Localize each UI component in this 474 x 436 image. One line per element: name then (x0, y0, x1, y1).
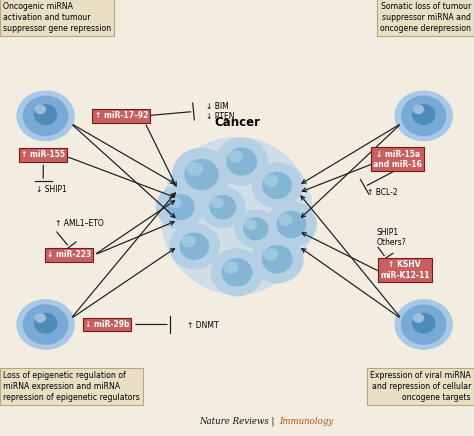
Text: ↓ SHIP1: ↓ SHIP1 (36, 185, 67, 194)
Ellipse shape (229, 151, 242, 162)
Text: ↓ BIM
↓ PTEN: ↓ BIM ↓ PTEN (206, 102, 235, 121)
Ellipse shape (187, 163, 202, 175)
Ellipse shape (395, 300, 452, 349)
Ellipse shape (35, 313, 56, 333)
Ellipse shape (17, 91, 74, 140)
Ellipse shape (413, 314, 423, 322)
Ellipse shape (413, 105, 423, 113)
Text: ↑ AML1–ETO: ↑ AML1–ETO (55, 219, 104, 228)
Ellipse shape (252, 163, 302, 208)
Text: Expression of viral miRNA
and repression of cellular
oncogene targets: Expression of viral miRNA and repression… (370, 371, 471, 402)
Ellipse shape (212, 198, 223, 208)
Text: Somatic loss of tumour
suppressor miRNA and
oncogene derepression: Somatic loss of tumour suppressor miRNA … (380, 2, 471, 33)
Ellipse shape (210, 195, 236, 219)
Ellipse shape (401, 305, 446, 344)
Text: Oncogenic miRNA
activation and tumour
suppressor gene repression: Oncogenic miRNA activation and tumour su… (3, 2, 111, 33)
Text: ↑ KSHV
miR-K12-11: ↑ KSHV miR-K12-11 (380, 260, 429, 280)
Ellipse shape (17, 300, 74, 349)
Ellipse shape (263, 246, 292, 273)
Ellipse shape (211, 249, 263, 296)
Ellipse shape (216, 138, 267, 185)
Ellipse shape (168, 198, 181, 208)
Text: ↑ BCL-2: ↑ BCL-2 (367, 188, 398, 198)
Ellipse shape (173, 149, 230, 201)
Ellipse shape (180, 233, 209, 259)
Text: ↑ miR-155: ↑ miR-155 (21, 150, 65, 160)
Ellipse shape (167, 194, 194, 220)
Text: ↑ DNMT: ↑ DNMT (187, 321, 219, 330)
Ellipse shape (401, 96, 446, 135)
Text: SHIP1
Others?: SHIP1 Others? (376, 228, 406, 247)
Text: ↑ miR-17–92: ↑ miR-17–92 (94, 111, 148, 120)
Ellipse shape (182, 236, 195, 247)
Ellipse shape (222, 259, 252, 286)
Ellipse shape (235, 210, 277, 248)
Text: Nature Reviews |: Nature Reviews | (199, 416, 277, 426)
Text: ↓ miR-29b: ↓ miR-29b (85, 320, 129, 329)
Ellipse shape (251, 236, 303, 283)
Ellipse shape (266, 202, 316, 247)
Ellipse shape (246, 221, 256, 229)
Text: ↓ miR-15a
and miR-16: ↓ miR-15a and miR-16 (373, 150, 422, 169)
Ellipse shape (264, 249, 278, 260)
Ellipse shape (24, 96, 68, 135)
Ellipse shape (227, 148, 256, 175)
Text: Cancer: Cancer (214, 116, 260, 129)
Ellipse shape (263, 172, 292, 198)
Text: Loss of epigenetic regulation of
miRNA expression and miRNA
repression of epigen: Loss of epigenetic regulation of miRNA e… (3, 371, 140, 402)
Ellipse shape (265, 175, 278, 186)
Ellipse shape (35, 105, 56, 124)
Ellipse shape (201, 187, 245, 227)
Ellipse shape (413, 105, 435, 124)
Ellipse shape (161, 138, 313, 294)
Ellipse shape (244, 218, 268, 240)
Ellipse shape (185, 160, 218, 190)
Ellipse shape (170, 224, 219, 269)
Ellipse shape (277, 211, 306, 238)
Text: Immunology: Immunology (280, 417, 334, 426)
Ellipse shape (36, 314, 46, 322)
Ellipse shape (224, 262, 237, 273)
Ellipse shape (395, 91, 452, 140)
Ellipse shape (36, 105, 46, 113)
Ellipse shape (413, 313, 435, 333)
Ellipse shape (24, 305, 68, 344)
Ellipse shape (279, 215, 292, 225)
Ellipse shape (156, 186, 204, 228)
Text: ↓ miR-223: ↓ miR-223 (47, 250, 91, 259)
